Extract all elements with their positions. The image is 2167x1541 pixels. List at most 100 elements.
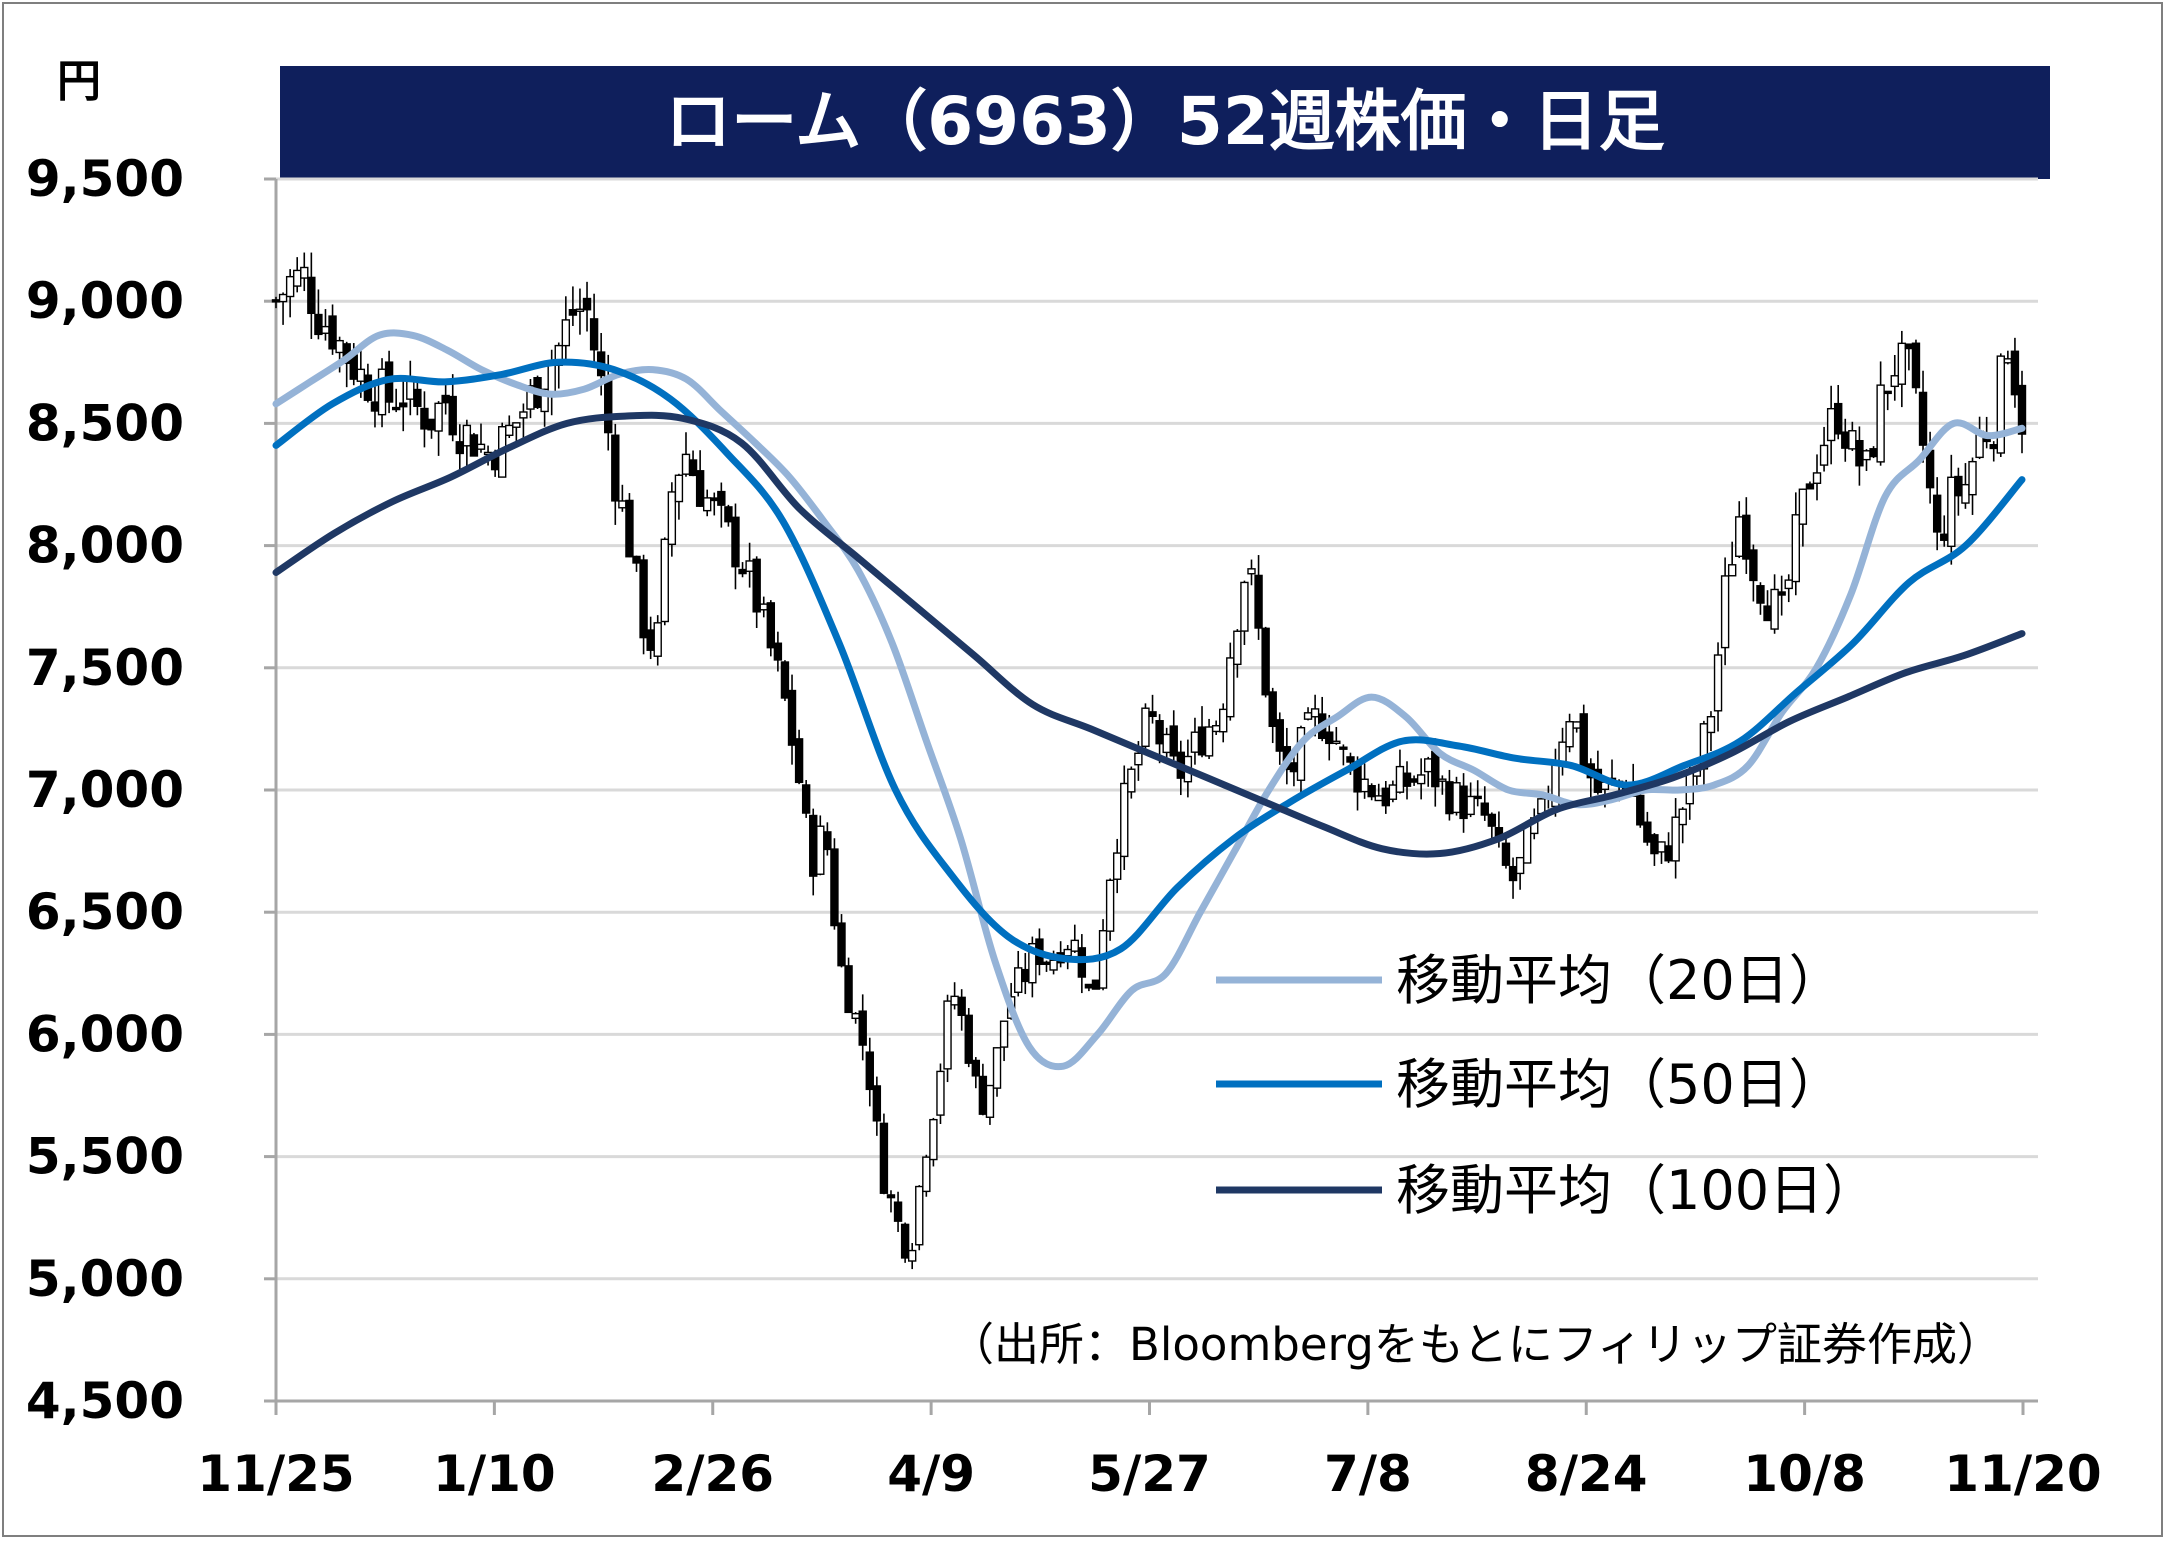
candle-body — [1565, 721, 1574, 748]
candle-body — [1332, 740, 1341, 744]
candle-body — [540, 388, 549, 413]
candle-body — [837, 922, 846, 967]
candle-body — [1346, 756, 1355, 763]
candle-body — [1473, 795, 1482, 800]
candle-body — [1021, 968, 1030, 983]
candle-body — [1219, 708, 1228, 733]
candle-body — [1424, 758, 1433, 773]
candle-body — [830, 848, 839, 927]
candle-body — [1918, 391, 1928, 446]
candle-body — [886, 1194, 896, 1199]
candle-body — [1105, 879, 1115, 932]
legend-item-ma20: 移動平均（20日） — [1216, 949, 1843, 1012]
candle-body — [1197, 726, 1207, 756]
candle-body — [321, 325, 330, 334]
candle-body — [505, 424, 514, 436]
candle-body — [1515, 856, 1525, 875]
candle-body — [1148, 711, 1157, 718]
candle-body — [314, 313, 323, 336]
candle-body — [476, 443, 486, 450]
candle-body — [1940, 533, 1949, 541]
candle-body — [1416, 774, 1426, 785]
candle-body — [1742, 514, 1751, 560]
candle-body — [1968, 460, 1977, 496]
candle-body — [1226, 657, 1235, 718]
y-tick-label: 7,000 — [26, 761, 184, 819]
candle-body — [1395, 765, 1405, 793]
candle-body — [1834, 402, 1843, 435]
chart: 円 ローム（6963）52週株価・日足 4,500 5,000 5,500 6,000… — [26, 56, 2102, 1503]
candle-body — [1303, 712, 1313, 720]
candle-body — [957, 996, 966, 1016]
candle-body — [872, 1085, 882, 1122]
candle-body — [1883, 390, 1892, 395]
candle-body — [794, 738, 804, 784]
candle-body — [1042, 961, 1051, 965]
legend-item-ma100: 移動平均（100日） — [1216, 1159, 1877, 1222]
candle-body — [1805, 483, 1815, 490]
candle-body — [667, 491, 677, 546]
candle-body — [1763, 605, 1772, 622]
candle-body — [307, 276, 316, 315]
candle-body — [1579, 713, 1588, 769]
candle-body — [448, 395, 457, 436]
candle-body — [759, 603, 768, 611]
candle-body — [1727, 564, 1737, 577]
candle-body — [462, 424, 472, 447]
candle-body — [1713, 654, 1723, 712]
x-tick-label: 7/8 — [1324, 1445, 1412, 1503]
candle-body — [646, 629, 655, 651]
candle-body — [1487, 813, 1497, 827]
candle-body — [356, 368, 366, 382]
candle-body — [915, 1185, 924, 1246]
candle-body — [1819, 444, 1829, 466]
legend-label: 移動平均（20日） — [1396, 949, 1843, 1012]
candle-body — [787, 689, 797, 746]
candle-body — [1826, 407, 1836, 442]
candle-body — [1798, 488, 1808, 525]
candle-body — [724, 506, 733, 523]
candle-body — [1388, 784, 1398, 800]
candle-body — [971, 1059, 981, 1077]
y-tick-label: 6,000 — [26, 1005, 184, 1063]
candle-body — [1360, 778, 1369, 793]
candle-body — [1296, 727, 1306, 781]
candle-body — [964, 1014, 973, 1064]
y-unit-label: 円 — [57, 56, 101, 107]
x-tick-label: 11/25 — [197, 1445, 354, 1503]
candle-body — [1480, 802, 1489, 816]
candle-body — [1961, 483, 1970, 504]
candle-body — [618, 500, 627, 509]
x-tick-label: 4/9 — [887, 1445, 975, 1503]
candle-body — [1211, 725, 1221, 733]
candle-body — [1501, 842, 1511, 866]
candle-body — [1770, 588, 1779, 630]
candle-body — [1409, 778, 1419, 783]
x-tick-labels: 11/25 1/10 2/26 4/9 5/27 7/8 8/24 10/8 11/20 — [197, 1401, 2102, 1503]
candle-body — [1862, 450, 1871, 461]
title-banner — [280, 66, 2050, 179]
candle-body — [1310, 708, 1320, 718]
candle-body — [922, 1156, 931, 1193]
candle-body — [1720, 575, 1730, 649]
ma20-line — [272, 329, 2026, 1071]
candle-body — [469, 434, 479, 457]
candle-body — [434, 402, 443, 432]
y-tick-label: 9,000 — [26, 272, 184, 330]
candle-body — [1162, 733, 1171, 754]
candle-body — [604, 376, 613, 434]
x-tick-label: 1/10 — [433, 1445, 556, 1503]
candle-body — [1247, 568, 1256, 575]
chart-title: ローム（6963）52週株価・日足 — [665, 83, 1665, 160]
x-tick-label: 8/24 — [1525, 1445, 1648, 1503]
candle-body — [681, 453, 691, 475]
candle-body — [766, 602, 776, 649]
candle-body — [1777, 591, 1786, 596]
candle-body — [1134, 752, 1143, 766]
candle-body — [1904, 343, 1914, 350]
candle-body — [1233, 630, 1242, 666]
candle-body — [992, 1047, 1002, 1089]
candle-body — [1084, 983, 1094, 989]
candle-body — [547, 362, 556, 393]
y-tick-label: 4,500 — [26, 1372, 184, 1430]
